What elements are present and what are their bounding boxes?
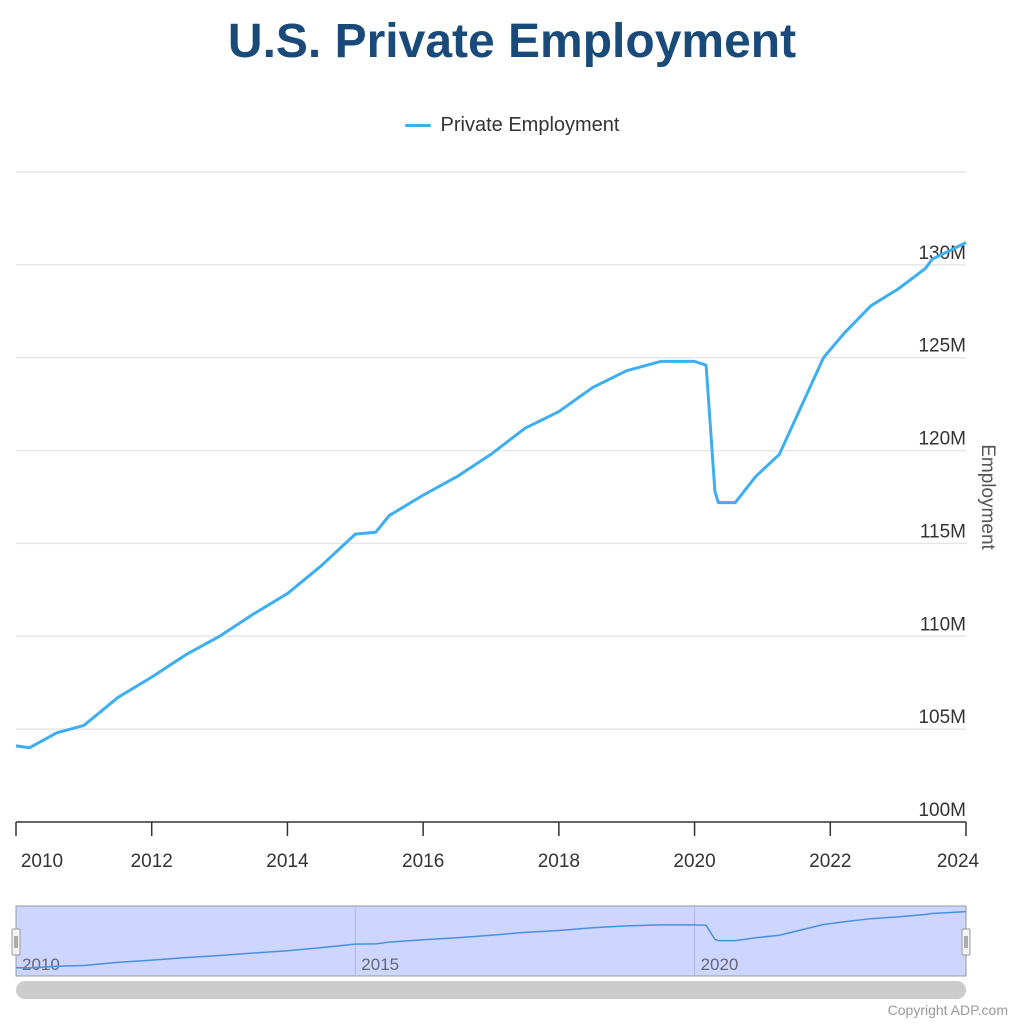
chart-title: U.S. Private Employment — [227, 15, 797, 68]
copyright-text[interactable]: Copyright ADP.com — [887, 1002, 1008, 1018]
x-tick-label: 2020 — [673, 851, 715, 872]
navigator-tick-label: 2020 — [701, 955, 739, 974]
legend-line-icon — [404, 124, 431, 127]
y-axis-title: Employment — [977, 444, 998, 550]
x-tick-label: 2010 — [21, 851, 63, 872]
navigator-handle-right[interactable] — [961, 928, 971, 956]
x-tick-label: 2024 — [937, 851, 980, 872]
x-tick-label: 2012 — [131, 851, 173, 872]
x-tick-label: 2018 — [538, 851, 580, 872]
y-tick-label: 120M — [918, 429, 966, 450]
chart-plot: 100M105M110M115M120M125M130MEmployment20… — [11, 171, 998, 999]
x-tick-label: 2022 — [809, 851, 851, 872]
y-tick-label: 110M — [920, 614, 966, 635]
x-tick-label: 2016 — [402, 851, 444, 872]
y-tick-label: 125M — [918, 336, 966, 357]
y-tick-label: 100M — [918, 800, 966, 821]
navigator-series-line — [15, 910, 967, 969]
navigator-tick-label: 2010 — [22, 955, 60, 974]
navigator-window[interactable] — [15, 905, 967, 977]
navigator-scrollbar[interactable] — [16, 981, 966, 999]
y-tick-label: 105M — [918, 707, 966, 728]
legend-item[interactable]: Private Employment — [0, 114, 1024, 137]
y-tick-label: 115M — [920, 521, 966, 542]
legend-label: Private Employment — [440, 114, 620, 136]
x-tick-label: 2014 — [266, 851, 309, 872]
navigator-handle-left[interactable] — [11, 928, 21, 956]
series-line-private-employment — [15, 241, 967, 750]
navigator-tick-label: 2015 — [361, 955, 399, 974]
